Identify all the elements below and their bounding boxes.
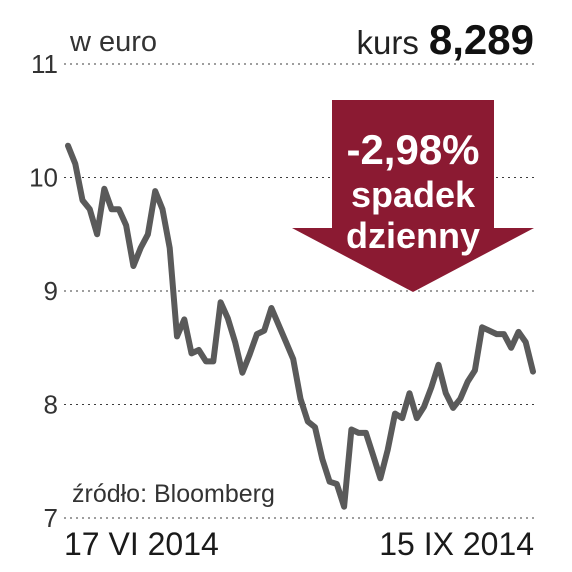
unit-label: w euro — [70, 26, 158, 58]
x-start-date: 17 VI 2014 — [64, 526, 219, 562]
y-tick-label-10: 10 — [29, 163, 58, 193]
down-arrow-badge — [292, 100, 534, 292]
y-tick-label-8: 8 — [44, 390, 58, 420]
price-line-layer — [65, 142, 536, 510]
y-axis-ticks: 7 8 9 10 11 — [29, 49, 58, 533]
source-label: źródło: Bloomberg — [72, 480, 275, 508]
y-tick-label-9: 9 — [44, 276, 58, 306]
y-tick-label-7: 7 — [44, 503, 58, 533]
price-series-line — [65, 142, 536, 510]
kurs-value: 8,289 — [428, 16, 534, 63]
badge-change-value: -2,98% — [346, 126, 479, 173]
kurs-label: kurs — [356, 24, 419, 61]
badge-line-dzienny: dzienny — [346, 215, 480, 256]
x-end-date: 15 IX 2014 — [379, 526, 534, 562]
price-readout: kurs 8,289 — [357, 16, 534, 64]
y-tick-label-11: 11 — [31, 49, 58, 79]
daily-change-badge: -2,98% spadek dzienny — [292, 100, 534, 292]
badge-line-spadek: spadek — [351, 174, 476, 215]
